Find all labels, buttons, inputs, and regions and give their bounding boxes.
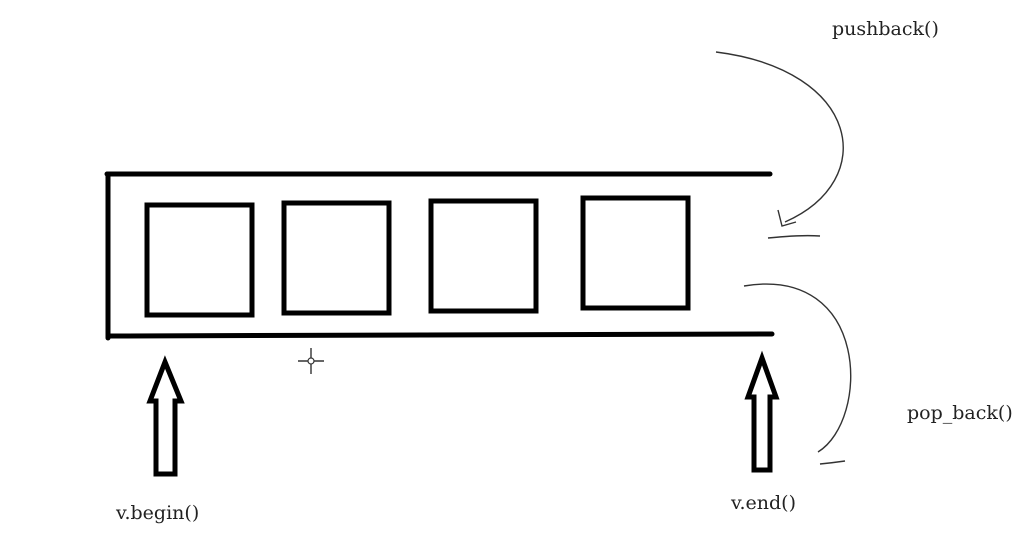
vector-element [281, 200, 392, 316]
pushback-curve-path [715, 51, 844, 223]
pushback-label: pushback() [832, 18, 939, 40]
crosshair-cursor-icon [298, 348, 324, 374]
container-bottom-edge [105, 331, 775, 339]
pop-back-label: pop_back() [907, 402, 1013, 424]
end-label: v.end() [730, 492, 796, 514]
pop-back-curve-path [743, 283, 852, 453]
begin-arrow-icon [146, 355, 185, 477]
pushback-entry-line [767, 234, 821, 239]
pushback-curve [715, 51, 844, 239]
pop-back-tail-line [819, 460, 846, 465]
begin-label: v.begin() [115, 502, 199, 524]
vector-container [104, 171, 775, 341]
pushback-arrowhead [777, 209, 797, 227]
vector-element [580, 195, 691, 311]
pop-back-curve [743, 283, 852, 465]
vector-element [144, 202, 255, 318]
vector-element [428, 198, 539, 314]
end-arrow-icon [744, 350, 780, 473]
vector-elements [144, 195, 691, 318]
